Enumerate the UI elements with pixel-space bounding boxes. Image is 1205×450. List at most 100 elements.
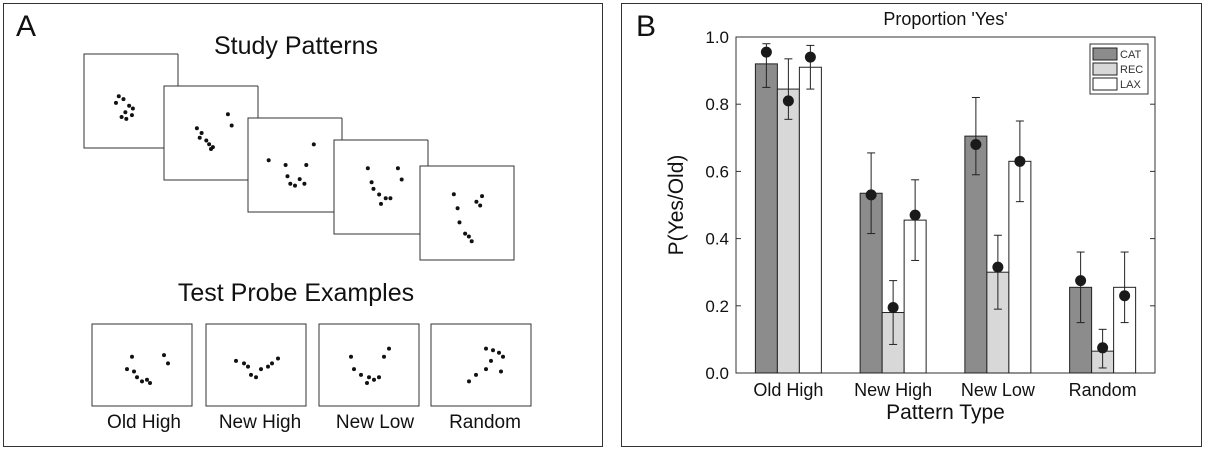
study-dot <box>129 113 134 118</box>
study-dot <box>119 114 124 119</box>
probe-card-1 <box>91 323 193 407</box>
y-tick-label: 0.0 <box>705 364 729 383</box>
study-dot <box>194 126 199 131</box>
probe-dot <box>489 358 493 363</box>
study-dot <box>395 166 400 171</box>
probe-dot <box>372 377 376 382</box>
probe-caption-new-high: New High <box>218 412 302 433</box>
study-dot <box>369 180 374 185</box>
probe-dot <box>352 367 356 372</box>
study-patterns-title: Study Patterns <box>214 32 378 60</box>
x-tick-label: New High <box>854 380 932 400</box>
study-dot <box>365 166 370 171</box>
bar-cat <box>754 63 778 374</box>
probe-dot <box>484 367 488 372</box>
probe-dot <box>359 372 363 377</box>
x-tick-label: Random <box>1069 380 1137 400</box>
study-card-frame <box>163 85 258 181</box>
probe-card-4 <box>430 323 532 407</box>
probe-dot <box>148 381 152 386</box>
study-card-2 <box>163 85 259 181</box>
model-point <box>760 46 772 58</box>
model-point <box>1075 275 1087 287</box>
study-dot <box>304 163 309 167</box>
study-dot <box>127 103 132 108</box>
probe-dot <box>130 354 134 359</box>
study-card-1 <box>83 53 179 149</box>
study-dot <box>210 145 215 150</box>
study-dot <box>469 239 474 244</box>
test-probe-cards <box>91 323 532 407</box>
category-group <box>859 152 927 374</box>
study-dot <box>388 196 393 201</box>
study-dot <box>288 181 293 186</box>
study-dot <box>399 177 404 182</box>
study-dot <box>302 181 307 186</box>
model-point <box>909 209 921 221</box>
panel-b-letter: B <box>636 10 657 43</box>
probe-dot <box>242 361 246 366</box>
y-tick-label: 0.8 <box>705 95 729 114</box>
probe-dot <box>140 379 144 384</box>
study-dot <box>113 100 118 105</box>
probe-card-frame <box>91 323 193 407</box>
probe-dot <box>166 361 170 366</box>
model-point <box>1014 155 1026 167</box>
probe-card-frame <box>430 323 532 407</box>
x-tick-label: New Low <box>961 380 1036 400</box>
probe-dot <box>266 364 270 369</box>
probe-card-2 <box>205 323 307 407</box>
category-group <box>1069 251 1137 374</box>
x-tick-label: Old High <box>753 380 823 400</box>
probe-dot <box>145 377 149 382</box>
study-dot <box>379 201 383 206</box>
probe-dot <box>365 381 369 386</box>
model-point <box>970 139 982 151</box>
probe-dot <box>484 346 488 351</box>
study-dot <box>474 199 479 204</box>
probe-dot <box>125 367 129 372</box>
study-dot <box>116 94 121 99</box>
probe-dot <box>377 375 381 380</box>
y-tick-label: 0.6 <box>705 162 729 181</box>
probe-dot <box>254 375 258 380</box>
study-dot <box>123 110 128 115</box>
legend-label-lax: LAX <box>1120 79 1141 91</box>
probe-dot <box>499 369 503 374</box>
model-point <box>782 95 794 107</box>
y-axis-label: P(Yes/Old) <box>665 155 688 256</box>
study-card-frame <box>83 53 178 149</box>
legend: CAT REC LAX <box>1089 43 1149 95</box>
probe-dot <box>497 350 501 355</box>
probe-caption-random: Random <box>449 412 521 433</box>
probe-dot <box>249 372 253 377</box>
study-dot <box>457 220 462 225</box>
legend-label-cat: CAT <box>1120 49 1141 61</box>
y-tick-label: 1.0 <box>705 28 729 47</box>
study-dot <box>463 231 468 236</box>
category-group <box>964 96 1032 374</box>
study-dot <box>466 234 471 239</box>
model-point <box>992 261 1004 273</box>
model-point <box>1119 290 1131 302</box>
probe-card-3 <box>318 323 420 407</box>
study-dot <box>199 131 204 135</box>
study-dot <box>285 174 290 179</box>
probe-dot <box>367 375 371 380</box>
test-probe-title: Test Probe Examples <box>177 279 415 307</box>
study-card-3 <box>247 117 343 213</box>
probe-dot <box>132 369 136 374</box>
study-card-frame <box>419 165 515 261</box>
study-card-frame <box>333 139 428 235</box>
probe-dot <box>135 375 139 380</box>
study-dot <box>204 138 209 143</box>
y-tick-label: 0.4 <box>705 230 729 249</box>
plot-frame <box>735 36 1156 374</box>
probe-dot <box>382 354 386 359</box>
chart-title: Proportion 'Yes' <box>883 9 1007 29</box>
x-axis-label: Pattern Type <box>886 401 1005 424</box>
bar-rec <box>776 88 800 374</box>
probe-caption-new-low: New Low <box>335 412 415 433</box>
study-dot <box>480 194 485 199</box>
study-dot <box>229 123 234 128</box>
